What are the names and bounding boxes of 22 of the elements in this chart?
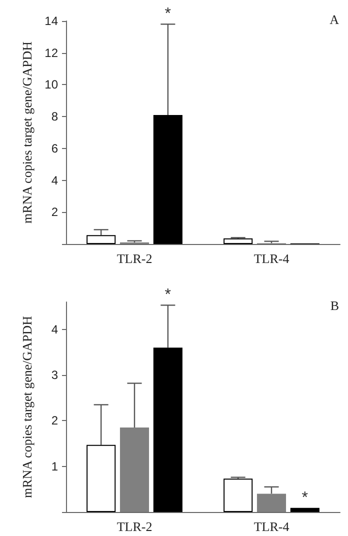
chart-title: A <box>330 12 340 27</box>
y-tick-label: 8 <box>51 110 58 124</box>
annotation: * <box>302 489 308 506</box>
y-tick-label: 4 <box>51 173 58 188</box>
y-axis-title: mRNA copies target gene/GAPDH <box>20 316 34 498</box>
y-tick-label: 10 <box>44 78 58 92</box>
y-tick-label: 4 <box>51 322 58 336</box>
y-tick-label: 2 <box>51 205 58 220</box>
x-tick-label: TLR-2 <box>116 251 152 266</box>
annotation: * <box>164 6 172 23</box>
y-tick-label: 6 <box>51 141 58 156</box>
annotation: * <box>164 286 172 304</box>
y-tick-label: 12 <box>44 46 58 60</box>
y-axis-title: mRNA copies target gene/GAPDH <box>19 41 34 224</box>
chart-title: B <box>330 298 340 313</box>
y-tick-label: 1 <box>51 459 58 474</box>
y-tick-label: 14 <box>44 14 58 28</box>
x-tick-label: TLR-4 <box>254 251 290 266</box>
y-tick-label: 2 <box>51 414 58 428</box>
x-tick-label: TLR-2 <box>116 519 152 534</box>
x-tick-label: TLR-4 <box>254 519 290 534</box>
y-tick-label: 3 <box>51 368 58 382</box>
